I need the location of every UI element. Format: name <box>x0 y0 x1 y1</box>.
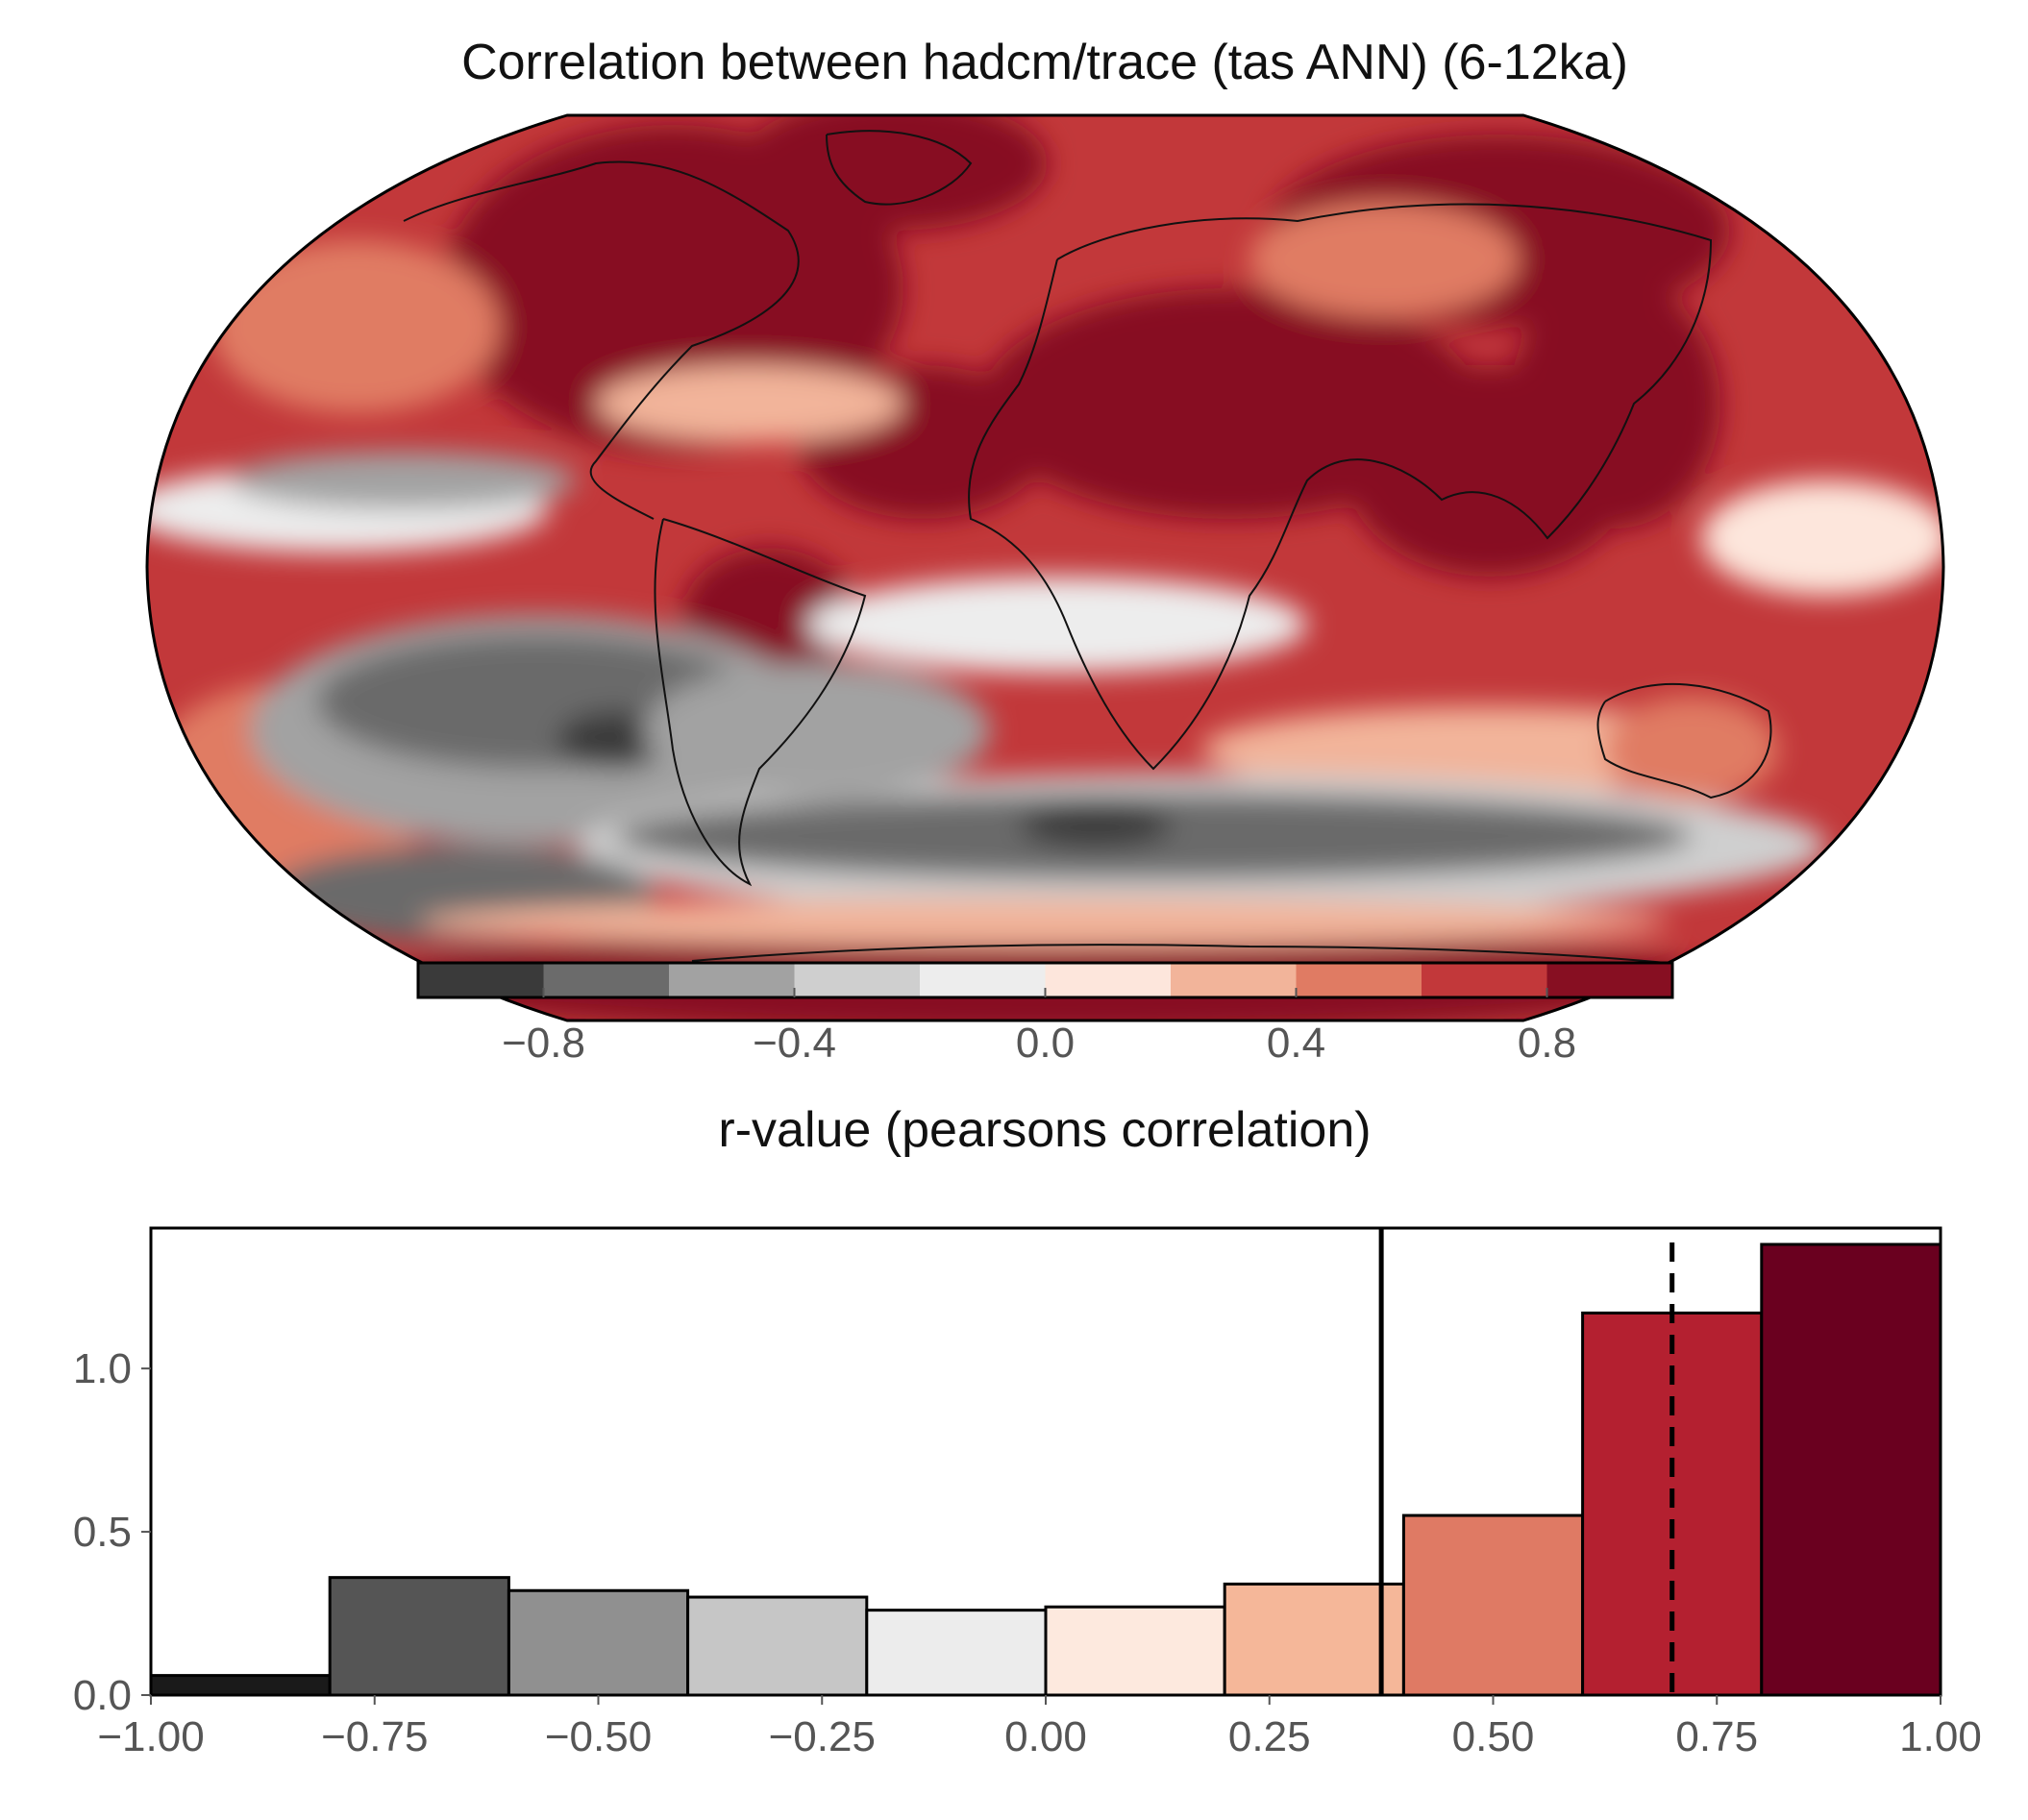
x-tick-label: −0.50 <box>545 1713 652 1760</box>
histogram-bar <box>1401 1513 1585 1697</box>
band-southern-ocean-dark <box>1019 805 1173 848</box>
histogram-bar <box>328 1576 510 1697</box>
belt-central-asia <box>1249 202 1519 317</box>
reference-lines <box>1378 1228 1675 1695</box>
x-tick-label: 1.00 <box>1899 1713 1982 1760</box>
coast-south-america <box>654 518 867 887</box>
coast-greenland <box>826 130 973 206</box>
coast-north-america <box>403 160 800 520</box>
colorbar-tick-label: −0.4 <box>753 1020 836 1067</box>
coastlines <box>403 130 1772 971</box>
x-tick-label: 0.25 <box>1228 1713 1311 1760</box>
colorbar-segment-0 <box>418 963 544 997</box>
region-australia <box>1605 697 1778 802</box>
x-tick-label: 0.50 <box>1452 1713 1535 1760</box>
x-tick-label: 0.75 <box>1675 1713 1758 1760</box>
colorbar-segment-9 <box>1546 963 1673 997</box>
map-field <box>147 115 1943 1021</box>
colorbar-segment-1 <box>543 963 670 997</box>
y-axis: 0.0 0.5 1.0 <box>73 1345 151 1719</box>
band-south-atlantic-grey <box>644 663 990 798</box>
belt-north-pacific <box>211 240 500 413</box>
belt-east-pacific-grey <box>231 452 577 509</box>
x-tick-label: −0.25 <box>769 1713 876 1760</box>
belt-equatorial-south <box>807 577 1307 673</box>
x-tick-label: 0.00 <box>1004 1713 1087 1760</box>
colorbar-ticks: −0.8 −0.4 0.0 0.4 0.8 <box>502 988 1576 1067</box>
histogram-bar <box>686 1595 869 1697</box>
correlation-map <box>147 115 1943 1021</box>
colorbar-segment-8 <box>1422 963 1547 997</box>
colorbar-segment-4 <box>920 963 1046 997</box>
histogram-bar <box>1760 1242 1942 1697</box>
band-antarctic-pale <box>420 898 1669 947</box>
colorbar-segment-5 <box>1045 963 1172 997</box>
histogram-bar <box>865 1609 1048 1697</box>
colorbar-segment-3 <box>794 963 921 997</box>
colorbar-segment-7 <box>1296 963 1422 997</box>
x-tick-label: −0.75 <box>321 1713 428 1760</box>
colorbar-tick-label: 0.0 <box>1016 1020 1075 1067</box>
map-boundary <box>145 113 1945 1022</box>
y-tick-label: 1.0 <box>73 1345 132 1392</box>
colorbar-tick-label: 0.8 <box>1518 1020 1576 1067</box>
y-tick-label: 0.0 <box>73 1672 132 1719</box>
coast-antarctica <box>691 944 1731 971</box>
coast-australia <box>1596 682 1772 799</box>
colorbar-segment-2 <box>669 963 795 997</box>
colorbar-tick-label: 0.4 <box>1267 1020 1325 1067</box>
coast-eurasia-africa <box>968 203 1713 771</box>
colorbar-segment-6 <box>1171 963 1297 997</box>
y-tick-label: 0.5 <box>73 1509 132 1556</box>
histogram-bar <box>1223 1582 1405 1697</box>
histogram-bar <box>507 1588 690 1697</box>
histogram: −1.00 −0.75 −0.50 −0.25 0.00 0.25 0.50 0.75 1.00… <box>73 1226 1982 1760</box>
histogram-bar <box>149 1674 332 1697</box>
colorbar-label: r-value (pearsons correlation) <box>718 1102 1371 1158</box>
map-title: Correlation between hadcm/trace (tas ANN… <box>461 35 1628 90</box>
region-greenland <box>740 115 1048 231</box>
belt-west-pacific <box>1701 480 1943 596</box>
histogram-bar <box>1044 1605 1226 1697</box>
x-tick-label: −1.00 <box>97 1713 204 1760</box>
band-south-pacific-darkest <box>557 711 673 769</box>
colorbar <box>416 961 1674 999</box>
x-axis: −1.00 −0.75 −0.50 −0.25 0.00 0.25 0.50 0.75 1.00 <box>97 1695 1982 1760</box>
colorbar-tick-label: −0.8 <box>502 1020 585 1067</box>
belt-mid-atlantic <box>596 365 903 442</box>
region-east-asia <box>1509 279 1720 529</box>
